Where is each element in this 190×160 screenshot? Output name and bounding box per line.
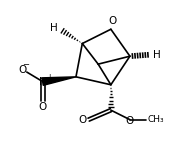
- Text: O: O: [39, 102, 47, 112]
- Text: +: +: [47, 73, 53, 82]
- Text: O: O: [78, 115, 86, 125]
- Text: O: O: [108, 16, 117, 26]
- Text: −: −: [22, 60, 29, 69]
- Text: N: N: [39, 77, 47, 87]
- Text: O: O: [18, 65, 26, 76]
- Polygon shape: [42, 77, 76, 85]
- Text: O: O: [126, 116, 134, 126]
- Text: H: H: [153, 50, 161, 60]
- Text: CH₃: CH₃: [148, 115, 164, 124]
- Text: H: H: [50, 23, 58, 33]
